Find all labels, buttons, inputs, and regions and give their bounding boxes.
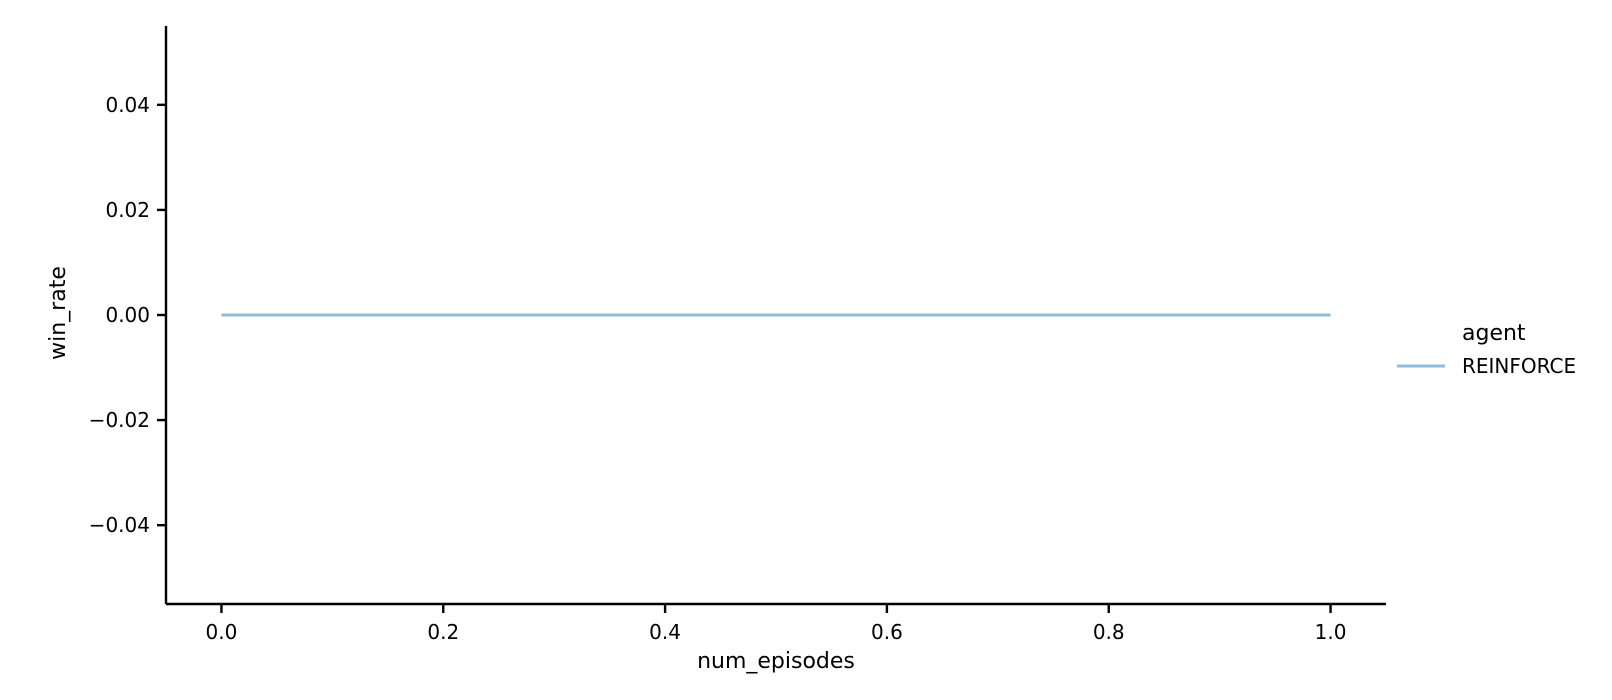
y-tick-label: −0.02 <box>89 408 150 432</box>
x-tick-label: 0.4 <box>649 620 681 644</box>
x-ticks: 0.0 0.2 0.4 0.6 0.8 1.0 <box>206 604 1347 644</box>
y-ticks: −0.04 −0.02 0.00 0.02 0.04 <box>89 93 166 537</box>
x-tick-label: 0.2 <box>427 620 459 644</box>
legend-items: REINFORCE <box>1397 354 1576 378</box>
legend-title: agent <box>1462 321 1526 346</box>
legend: agent REINFORCE <box>1397 321 1576 378</box>
x-axis-label: num_episodes <box>697 649 855 674</box>
x-tick-label: 0.8 <box>1093 620 1125 644</box>
y-tick-label: −0.04 <box>89 513 150 537</box>
y-tick-label: 0.02 <box>105 198 150 222</box>
x-tick-label: 1.0 <box>1315 620 1347 644</box>
y-tick-label: 0.04 <box>105 93 150 117</box>
legend-label: REINFORCE <box>1462 354 1576 378</box>
y-tick-label: 0.00 <box>105 303 150 327</box>
x-tick-label: 0.6 <box>871 620 903 644</box>
x-tick-label: 0.0 <box>206 620 238 644</box>
y-axis-label: win_rate <box>46 266 71 360</box>
